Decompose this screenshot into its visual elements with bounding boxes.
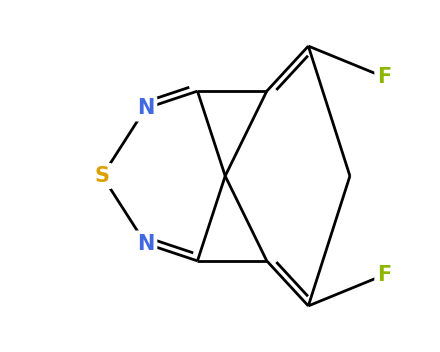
Text: N: N: [137, 234, 154, 253]
Text: F: F: [378, 265, 392, 285]
Text: S: S: [95, 166, 110, 186]
Text: F: F: [378, 67, 392, 87]
Text: N: N: [137, 99, 154, 118]
